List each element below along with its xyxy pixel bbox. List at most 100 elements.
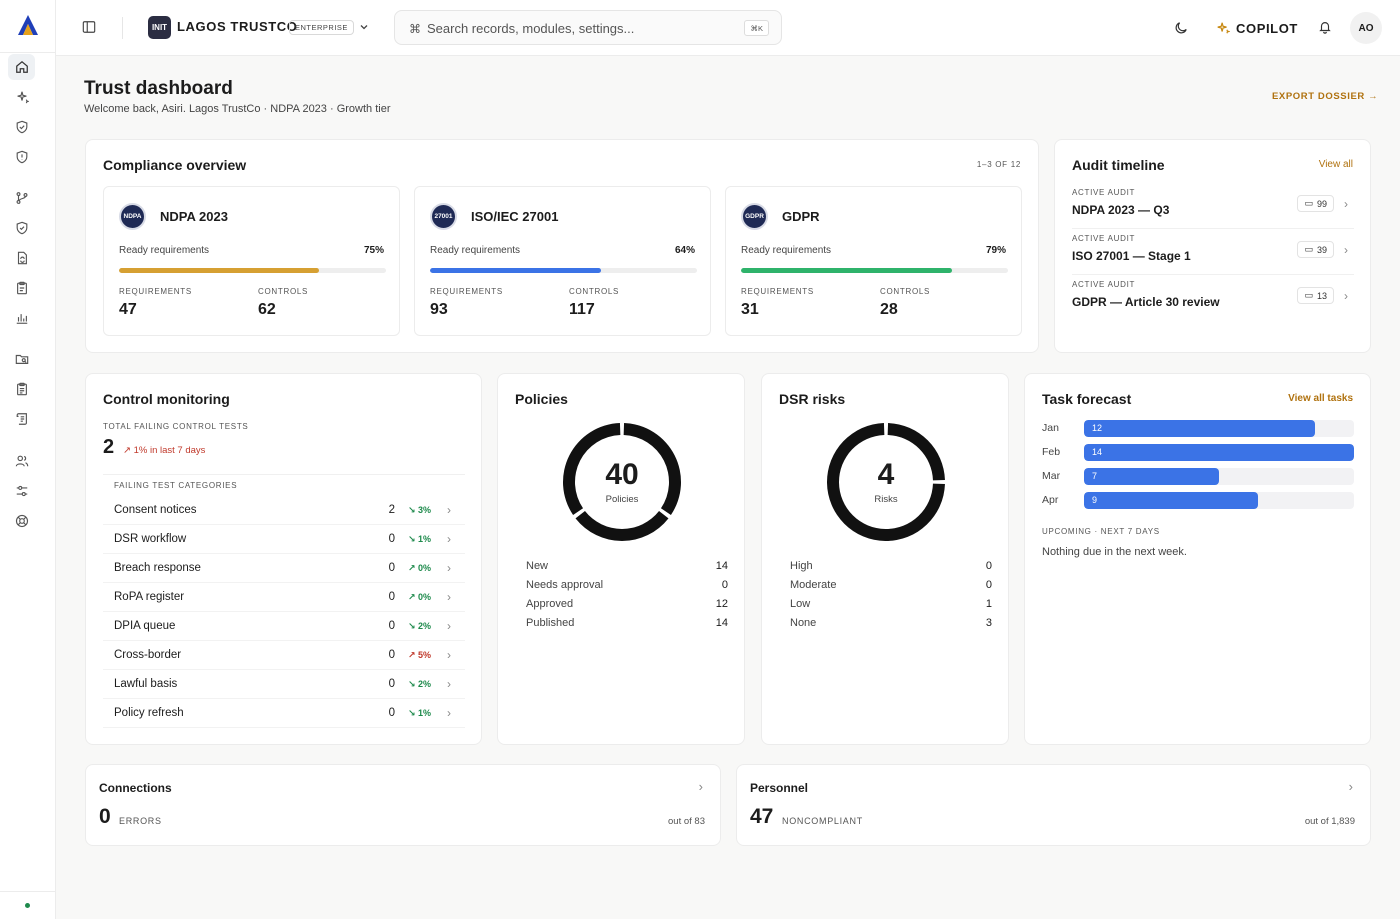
dsr-total: 4	[877, 458, 895, 491]
stat-value: 0	[985, 560, 992, 572]
requirements-label: REQUIREMENTS	[119, 287, 192, 296]
framework-card[interactable]: NDPA NDPA 2023 Ready requirements 75% RE…	[103, 186, 400, 336]
ready-label: Ready requirements	[119, 245, 210, 256]
chevron-right-icon[interactable]: ›	[447, 619, 451, 633]
sidebar-item-help[interactable]	[8, 508, 35, 534]
audit-status: ACTIVE AUDIT	[1072, 280, 1136, 289]
help-circle-icon	[15, 514, 28, 528]
stat-row: Needs approval 0	[526, 579, 728, 597]
chevron-right-icon[interactable]: ›	[447, 532, 451, 546]
framework-card[interactable]: 27001 ISO/IEC 27001 Ready requirements 6…	[414, 186, 711, 336]
connections-card[interactable]: Connections › 0 ERRORS out of 83	[85, 764, 721, 846]
chevron-down-icon[interactable]	[358, 21, 370, 33]
search-bar[interactable]: ⌘ ⌘K	[394, 10, 782, 45]
stat-label: None	[790, 617, 817, 629]
forecast-bar-track	[1084, 492, 1354, 509]
view-all-link[interactable]: View all	[1318, 159, 1353, 170]
sidebar-item-compliance[interactable]	[8, 114, 35, 140]
month-label: Apr	[1042, 494, 1059, 506]
divider	[1072, 228, 1354, 229]
sidebar-item-copilot[interactable]	[8, 84, 35, 110]
copilot-button[interactable]: COPILOT	[1216, 18, 1298, 38]
forecast-row[interactable]: Jan 12	[1042, 420, 1354, 438]
sidebar-item-evidence[interactable]	[8, 245, 35, 271]
forecast-row[interactable]: Feb 14	[1042, 444, 1354, 462]
failing-category-row[interactable]: Consent notices 2 ↘ 3% ›	[103, 496, 465, 525]
comments-badge[interactable]: ▭ 39	[1297, 241, 1334, 258]
chevron-right-icon[interactable]: ›	[1348, 779, 1353, 794]
category-delta: ↘ 1%	[407, 534, 431, 544]
category-name: RoPA register	[114, 591, 185, 603]
shield-alert-icon	[16, 150, 27, 164]
sidebar-item-assessments[interactable]	[8, 275, 35, 301]
sidebar-item-records[interactable]	[8, 346, 35, 372]
chevron-right-icon[interactable]: ›	[1344, 289, 1348, 303]
chevron-right-icon[interactable]: ›	[447, 706, 451, 720]
search-input[interactable]	[427, 19, 737, 37]
audit-item[interactable]: ACTIVE AUDIT GDPR — Article 30 review ▭ 1…	[1072, 280, 1354, 326]
failing-category-row[interactable]: RoPA register 0 ↗ 0% ›	[103, 583, 465, 612]
moon-icon[interactable]	[1174, 20, 1189, 35]
sidebar-item-tasks[interactable]	[8, 376, 35, 402]
view-all-tasks-link[interactable]: View all tasks	[1288, 393, 1353, 404]
chevron-right-icon[interactable]: ›	[1344, 243, 1348, 257]
stat-row: Moderate 0	[790, 579, 992, 597]
failing-category-row[interactable]: Breach response 0 ↗ 0% ›	[103, 554, 465, 583]
sidebar-toggle-icon[interactable]	[82, 20, 96, 34]
sidebar-item-settings[interactable]	[8, 478, 35, 504]
controls-label: CONTROLS	[880, 287, 931, 296]
chevron-right-icon[interactable]: ›	[698, 779, 703, 794]
progress-bar	[430, 268, 697, 273]
framework-card[interactable]: GDPR GDPR Ready requirements 79% REQUIRE…	[725, 186, 1022, 336]
chevron-right-icon[interactable]: ›	[447, 677, 451, 691]
sidebar-item-reports[interactable]	[8, 305, 35, 331]
org-name[interactable]: LAGOS TRUSTCO	[177, 19, 298, 34]
bell-icon[interactable]	[1318, 20, 1332, 34]
stat-row: None 3	[790, 617, 992, 635]
ready-percent: 79%	[985, 245, 1006, 256]
chevron-right-icon[interactable]: ›	[447, 648, 451, 662]
audit-item[interactable]: ACTIVE AUDIT ISO 27001 — Stage 1 ▭ 39 ›	[1072, 234, 1354, 280]
ready-label: Ready requirements	[430, 245, 521, 256]
controls-label: CONTROLS	[258, 287, 309, 296]
audit-item[interactable]: ACTIVE AUDIT NDPA 2023 — Q3 ▭ 99 ›	[1072, 188, 1354, 234]
export-dossier-link[interactable]: EXPORT DOSSIER →	[1272, 91, 1379, 102]
requirements-label: REQUIREMENTS	[741, 287, 814, 296]
avatar[interactable]: AO	[1350, 12, 1382, 44]
chevron-right-icon[interactable]: ›	[447, 561, 451, 575]
dsr-risks-card: DSR risks 4 Risks High 0 Moderate 0 Low 1 None…	[761, 373, 1009, 745]
failing-category-row[interactable]: Policy refresh 0 ↘ 1% ›	[103, 699, 465, 728]
sidebar-item-risks[interactable]	[8, 144, 35, 170]
forecast-row[interactable]: Apr 9	[1042, 492, 1354, 510]
org-logo[interactable]: INIT	[148, 16, 171, 39]
chevron-right-icon[interactable]: ›	[447, 503, 451, 517]
file-sync-icon	[17, 251, 27, 265]
category-count: 0	[388, 562, 395, 574]
chevron-right-icon[interactable]: ›	[1344, 197, 1348, 211]
failing-category-row[interactable]: Lawful basis 0 ↘ 2% ›	[103, 670, 465, 699]
chevron-right-icon[interactable]: ›	[447, 590, 451, 604]
sidebar-item-controls[interactable]	[8, 215, 35, 241]
compliance-overview-card: Compliance overview 1–3 OF 12 NDPA NDPA …	[85, 139, 1039, 353]
sidebar-item-home[interactable]	[8, 54, 35, 80]
failing-category-row[interactable]: Cross-border 0 ↗ 5% ›	[103, 641, 465, 670]
sparkles-icon	[1217, 22, 1230, 34]
personnel-card[interactable]: Personnel › 47 NONCOMPLIANT out of 1,839	[736, 764, 1371, 846]
sidebar-item-policies[interactable]	[8, 406, 35, 432]
forecast-value: 12	[1092, 423, 1103, 433]
category-name: DPIA queue	[114, 620, 176, 632]
forecast-row[interactable]: Mar 7	[1042, 468, 1354, 486]
comments-badge[interactable]: ▭ 99	[1297, 195, 1334, 212]
sidebar-item-people[interactable]	[8, 448, 35, 474]
stat-value: 0	[985, 579, 992, 591]
topbar-divider	[122, 17, 123, 39]
forecast-value: 14	[1092, 447, 1103, 457]
stat-row: Approved 12	[526, 598, 728, 616]
comments-badge[interactable]: ▭ 13	[1297, 287, 1334, 304]
requirements-label: REQUIREMENTS	[430, 287, 503, 296]
failing-category-row[interactable]: DSR workflow 0 ↘ 1% ›	[103, 525, 465, 554]
app-logo-icon[interactable]	[16, 13, 40, 37]
category-count: 0	[388, 620, 395, 632]
sidebar-item-workflows[interactable]	[8, 185, 35, 211]
failing-category-row[interactable]: DPIA queue 0 ↘ 2% ›	[103, 612, 465, 641]
